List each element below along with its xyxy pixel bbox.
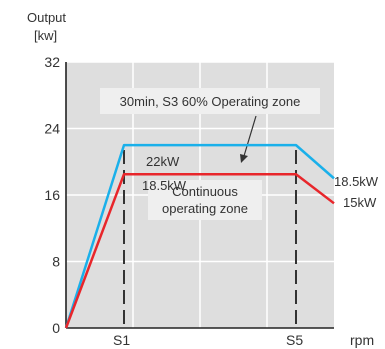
y-tick-label-24: 24 bbox=[44, 121, 60, 137]
y-axis-title-line1: Output bbox=[27, 10, 66, 25]
y-tick-label-16: 16 bbox=[44, 187, 60, 203]
series-18-5kw-end-label: 15kW bbox=[343, 195, 377, 210]
series-22kw-label: 22kW bbox=[146, 154, 180, 169]
series-line-1 bbox=[64, 172, 335, 329]
series-line-0 bbox=[64, 143, 335, 329]
s3-zone-pointer-arrow bbox=[243, 115, 257, 157]
continuous-zone-label-line2: operating zone bbox=[162, 201, 248, 216]
x-marker-label-s1: S1 bbox=[113, 332, 130, 348]
y-tick-label-8: 8 bbox=[52, 254, 60, 270]
s3-zone-pointer-arrowhead bbox=[240, 154, 248, 163]
continuous-zone-label-box bbox=[148, 180, 262, 220]
speed-marker-lines bbox=[123, 150, 297, 328]
y-axis-title-line2: [kw] bbox=[34, 28, 57, 43]
x-axis-title: rpm bbox=[350, 332, 374, 348]
s3-zone-label-box bbox=[100, 88, 320, 114]
series-lines bbox=[64, 143, 335, 329]
y-tick-label-0: 0 bbox=[52, 320, 60, 336]
series-18-5kw-label: 18.5kW bbox=[142, 178, 187, 193]
series-22kw-end-label: 18.5kW bbox=[334, 174, 379, 189]
continuous-zone-label-line1: Continuous bbox=[172, 184, 238, 199]
x-marker-label-s5: S5 bbox=[286, 332, 303, 348]
y-tick-label-32: 32 bbox=[44, 54, 60, 70]
s3-zone-label: 30min, S3 60% Operating zone bbox=[120, 94, 301, 109]
y-axis-ticks: 0 8 16 24 32 bbox=[44, 54, 60, 336]
